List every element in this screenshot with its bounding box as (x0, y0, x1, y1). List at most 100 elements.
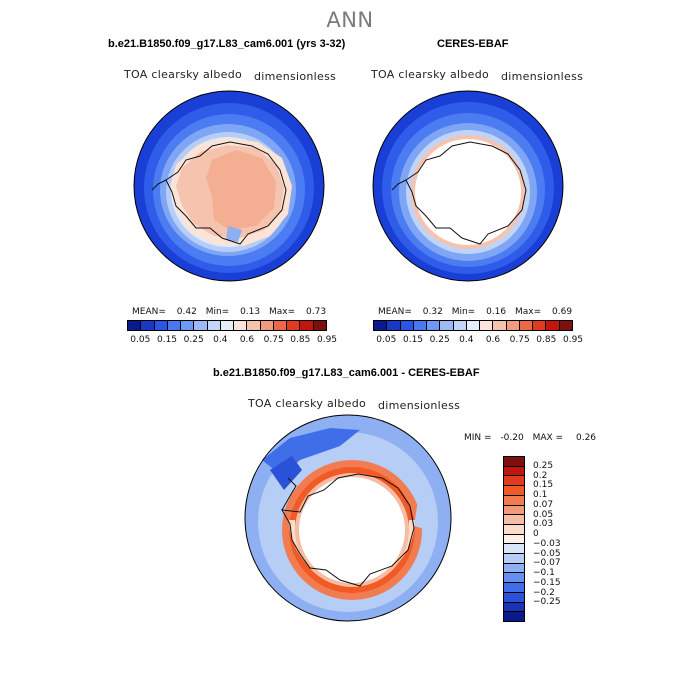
diff-colorbar-swatch (504, 554, 524, 564)
diff-colorbar-swatch (504, 505, 524, 516)
panel1-colorbar-tick-label: 0.4 (213, 335, 228, 345)
panel2-colorbar-tick-label: 0.75 (509, 335, 530, 345)
panel1-mean-value: 0.42 (176, 307, 197, 317)
panel2-colorbar-swatch (546, 321, 560, 330)
diff-max-label: MAX = (532, 433, 564, 443)
panel1-colorbar-swatch (220, 321, 235, 330)
panel2-colorbar-swatch (480, 321, 494, 330)
panel1-colorbar-swatch (128, 321, 142, 330)
panel2-max-label: Max= (515, 307, 542, 317)
panel1-mean-label: MEAN= (132, 307, 166, 317)
panel1-colorbar-tick-label: 0.15 (156, 335, 178, 345)
panel1-title: b.e21.B1850.f09_g17.L83_cam6.001 (yrs 3-… (108, 38, 346, 50)
panel2-colorbar-tick-label: 0.85 (536, 335, 557, 345)
panel2-variable-label: TOA clearsky albedo (371, 68, 490, 81)
panel2-colorbar-swatch (559, 321, 572, 330)
diff-min-label: MIN = (464, 433, 492, 443)
panel1-colorbar-tick-label: 0.75 (263, 335, 284, 345)
diff-colorbar-tick-label: 0.1 (533, 490, 548, 501)
figure-title: ANN (326, 8, 374, 32)
panel2-mean-value: 0.32 (422, 307, 443, 317)
panel1-colorbar-tick-label: 0.05 (130, 335, 151, 345)
panel2-colorbar-tick-label: 0.4 (459, 335, 474, 345)
panel2-colorbar-swatch (400, 321, 414, 330)
panel1-colorbar-swatch (167, 321, 182, 330)
panel1-max-value: 0.73 (306, 307, 327, 317)
panel2-min-value: 0.16 (486, 307, 507, 317)
panel1-colorbar (127, 320, 327, 331)
diff-colorbar-swatch (504, 612, 524, 621)
diff-title: b.e21.B1850.f09_g17.L83_cam6.001 - CERES… (213, 367, 480, 379)
panel1-colorbar-tick-label: 0.25 (183, 335, 204, 345)
panel1-colorbar-tick-label: 0.85 (290, 335, 311, 345)
diff-colorbar-tick-label: −0.2 (533, 587, 555, 598)
panel1-units-label: dimensionless (254, 70, 337, 83)
diff-units-label: dimensionless (378, 399, 461, 412)
panel1-colorbar-swatch (181, 321, 195, 330)
panel1-colorbar-swatch (273, 321, 288, 330)
diff-colorbar-tick-label: 0.15 (533, 480, 554, 491)
diff-colorbar-tick-label: −0.05 (533, 548, 561, 559)
panel2-units-label: dimensionless (501, 70, 584, 83)
panel2-colorbar-swatch (374, 321, 388, 330)
diff-colorbar-swatch (504, 583, 524, 593)
panel2-colorbar-swatch (466, 321, 481, 330)
panel1-colorbar-tick-label: 0.6 (239, 335, 255, 345)
diff-colorbar-tick-label: −0.1 (533, 568, 555, 579)
panel1-colorbar-swatch (234, 321, 248, 330)
diff-colorbar-swatch (504, 524, 524, 535)
panel1-variable-label: TOA clearsky albedo (124, 68, 243, 81)
diff-colorbar-tick-label: −0.25 (533, 597, 561, 608)
diff-colorbar-tick-label: −0.07 (533, 558, 561, 569)
panel2-colorbar-tick-label: 0.15 (402, 335, 424, 345)
panel2-colorbar-swatch (519, 321, 534, 330)
diff-colorbar-swatch (504, 476, 524, 487)
panel2-colorbar-tick-label: 0.05 (376, 335, 397, 345)
diff-colorbar-swatch (504, 592, 524, 603)
diff-colorbar-swatch (504, 544, 524, 555)
panel2-mean-label: MEAN= (378, 307, 412, 317)
panel2-colorbar-swatch (453, 321, 467, 330)
diff-variable-label: TOA clearsky albedo (248, 397, 367, 410)
diff-colorbar-swatch (504, 495, 524, 506)
diff-colorbar-swatch (504, 486, 524, 496)
panel2-colorbar-swatch (440, 321, 454, 330)
diff-colorbar-tick-label: 0.07 (533, 499, 554, 510)
diff-colorbar-swatch (504, 466, 524, 477)
diff-colorbar-tick-label: 0.2 (533, 470, 548, 481)
diff-colorbar-swatch (504, 602, 524, 613)
panel2-min-label: Min= (451, 307, 476, 317)
diff-colorbar-swatch (504, 573, 524, 584)
panel1-colorbar-swatch (154, 321, 168, 330)
panel1-max-label: Max= (269, 307, 296, 317)
panel2-colorbar-swatch (427, 321, 441, 330)
panel2-colorbar-tick-label: 0.95 (562, 335, 584, 345)
diff-colorbar-tick-label: −0.03 (533, 538, 561, 549)
panel2-colorbar-swatch (387, 321, 401, 330)
panel1-colorbar-swatch (313, 321, 326, 330)
panel1-colorbar-swatch (207, 321, 221, 330)
panel2-colorbar-tick-label: 0.25 (429, 335, 450, 345)
diff-colorbar-swatch (504, 534, 524, 545)
diff-colorbar-swatch (504, 515, 524, 525)
panel2-colorbar-swatch (506, 321, 520, 330)
panel1-colorbar-swatch (141, 321, 155, 330)
diff-max-value: 0.26 (575, 433, 597, 443)
panel2-colorbar-swatch (533, 321, 547, 330)
diff-colorbar-tick-label: 0.05 (533, 509, 554, 520)
diff-colorbar-tick-label: 0 (533, 529, 539, 540)
diff-colorbar (503, 456, 525, 622)
diff-colorbar-tick-label: 0.25 (533, 460, 554, 471)
panel2-colorbar-swatch (493, 321, 507, 330)
panel1-colorbar-tick-label: 0.95 (316, 335, 338, 345)
diff-colorbar-tick-label: 0.03 (533, 519, 554, 530)
diff-colorbar-swatch (504, 563, 524, 574)
panel1-min-value: 0.13 (240, 307, 261, 317)
panel1-colorbar-swatch (194, 321, 208, 330)
panel2-colorbar-tick-label: 0.6 (485, 335, 501, 345)
panel1-colorbar-swatch (260, 321, 274, 330)
diff-colorbar-tick-label: −0.15 (533, 577, 561, 588)
diff-colorbar-swatch (504, 457, 524, 467)
panel2-colorbar (373, 320, 573, 331)
